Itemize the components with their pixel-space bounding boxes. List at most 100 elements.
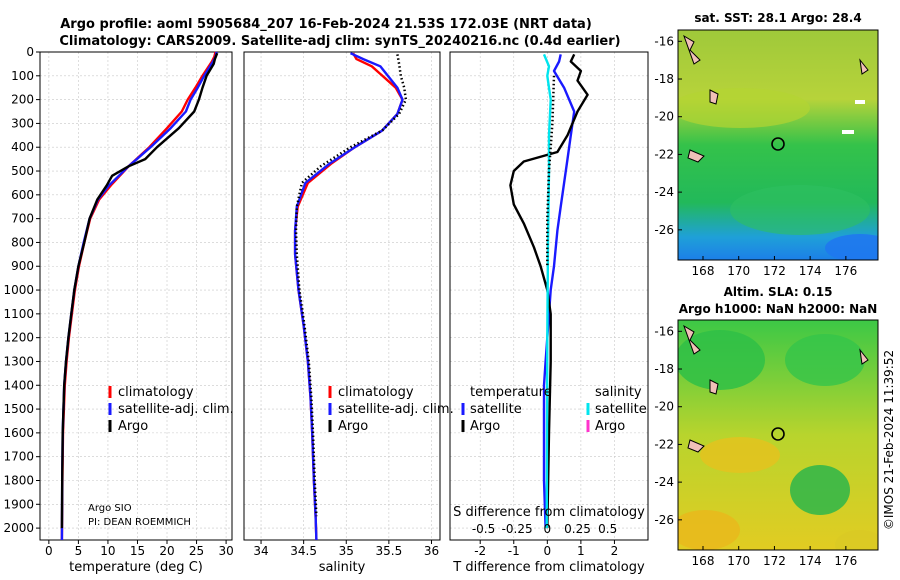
depth-tick-label: 1800 bbox=[3, 473, 34, 487]
series-line-t-sat-adj bbox=[542, 54, 576, 529]
lat-tick-label: -22 bbox=[654, 147, 674, 161]
lon-tick-label: 170 bbox=[727, 264, 750, 278]
x-tick-label: 36 bbox=[424, 544, 439, 558]
legend-label-satellite-adj: satellite-adj. clim. bbox=[338, 402, 454, 417]
sst-map-title: sat. SST: 28.1 Argo: 28.4 bbox=[694, 11, 861, 25]
sst-map-lon-ticks: 168 170 172 174 176 bbox=[692, 256, 857, 278]
lon-tick-label: 172 bbox=[763, 264, 786, 278]
legend-label-s-argo: Argo bbox=[595, 419, 625, 434]
depth-tick-label: 800 bbox=[11, 235, 34, 249]
sst-warm-patch bbox=[678, 88, 810, 128]
x-tick-label: 5 bbox=[75, 544, 83, 558]
lon-tick-label: 168 bbox=[692, 264, 715, 278]
legend-label-climatology: climatology bbox=[118, 385, 194, 400]
argo-pi-note: PI: DEAN ROEMMICH bbox=[88, 517, 191, 528]
temperature-x-ticks: 0 5 10 15 20 25 30 bbox=[45, 540, 234, 558]
lat-tick-label: -16 bbox=[654, 324, 674, 338]
sla-low-patch-3 bbox=[790, 465, 850, 515]
lon-tick-label: 174 bbox=[799, 554, 822, 568]
lon-tick-label: 174 bbox=[799, 264, 822, 278]
depth-tick-label: 1600 bbox=[3, 426, 34, 440]
temperature-xlabel: temperature (deg C) bbox=[69, 560, 203, 575]
lat-tick-label: -22 bbox=[654, 437, 674, 451]
x-tick-label: 0 bbox=[544, 544, 552, 558]
s-difference-tick-label: 0.25 bbox=[564, 522, 591, 536]
sst-land-islands bbox=[683, 34, 869, 163]
salinity-difference-ticks: -0.5 -0.25 0 0.25 0.5 bbox=[472, 522, 617, 536]
temperature-series bbox=[60, 51, 219, 541]
sst-green-patch bbox=[730, 185, 870, 235]
lon-tick-label: 176 bbox=[834, 554, 857, 568]
x-tick-label: 1 bbox=[577, 544, 585, 558]
s-difference-tick-label: -0.5 bbox=[472, 522, 495, 536]
sla-low-patch-2 bbox=[785, 334, 865, 386]
difference-legend: temperature satellite Argo salinity sate… bbox=[461, 385, 647, 434]
x-tick-label: 34 bbox=[253, 544, 268, 558]
sla-map-lon-ticks: 168 170 172 174 176 bbox=[692, 546, 857, 568]
lat-tick-label: -16 bbox=[654, 34, 674, 48]
legend-label-s-satellite: satellite bbox=[595, 402, 647, 417]
x-tick-label: -1 bbox=[508, 544, 520, 558]
temperature-legend: climatology satellite-adj. clim. Argo bbox=[108, 385, 234, 434]
lon-tick-label: 170 bbox=[727, 554, 750, 568]
sst-map-lat-ticks: -16 -18 -20 -22 -24 -26 bbox=[654, 34, 682, 237]
temperature-panel: 0100200300400500600700800900100011001200… bbox=[3, 45, 233, 575]
x-tick-label: 10 bbox=[100, 544, 115, 558]
lat-tick-label: -24 bbox=[654, 185, 674, 199]
salinity-grid bbox=[244, 51, 440, 540]
sst-map-frame bbox=[677, 29, 879, 261]
depth-tick-label: 600 bbox=[11, 188, 34, 202]
depth-tick-label: 1900 bbox=[3, 497, 34, 511]
sla-low-patch-1 bbox=[678, 330, 765, 390]
legend-heading-temperature: temperature bbox=[470, 385, 552, 400]
s-difference-tick-label: 0.5 bbox=[598, 522, 617, 536]
lat-tick-label: -26 bbox=[654, 513, 674, 527]
sst-cold-patch bbox=[825, 234, 878, 260]
legend-label-climatology: climatology bbox=[338, 385, 414, 400]
sla-map-frame bbox=[677, 319, 879, 551]
salinity-x-ticks: 34 34.5 35 35.5 36 bbox=[253, 540, 439, 558]
lon-tick-label: 168 bbox=[692, 554, 715, 568]
lat-tick-label: -26 bbox=[654, 223, 674, 237]
x-tick-label: 35 bbox=[339, 544, 354, 558]
series-line-argo bbox=[294, 54, 408, 517]
sla-argo-position-marker bbox=[771, 427, 785, 441]
depth-tick-label: 0 bbox=[26, 45, 34, 59]
depth-tick-label: 100 bbox=[11, 69, 34, 83]
difference-x-ticks: -2 -1 0 1 2 bbox=[474, 540, 618, 558]
sla-high-patch-1 bbox=[700, 437, 780, 473]
salinity-series bbox=[293, 52, 408, 541]
depth-tick-label: 2000 bbox=[3, 521, 34, 535]
difference-panel: -2 -1 0 1 2 -0.5 -0.25 0 0.25 0.5 S difference f… bbox=[449, 51, 649, 575]
depth-tick-label: 1300 bbox=[3, 354, 34, 368]
series-line-satellite-adj-clim- bbox=[293, 52, 404, 541]
series-line-argo bbox=[60, 52, 219, 529]
salinity-legend: climatology satellite-adj. clim. Argo bbox=[328, 385, 454, 434]
salinity-xlabel: salinity bbox=[319, 560, 366, 575]
x-tick-label: 0 bbox=[45, 544, 53, 558]
t-difference-xlabel: T difference from climatology bbox=[452, 560, 645, 575]
depth-tick-label: 900 bbox=[11, 259, 34, 273]
sla-high-patch-2 bbox=[678, 510, 740, 550]
depth-tick-label: 1700 bbox=[3, 450, 34, 464]
sla-map-lat-ticks: -16 -18 -20 -22 -24 -26 bbox=[654, 324, 682, 527]
series-line-climatology bbox=[60, 51, 217, 541]
lat-tick-label: -20 bbox=[654, 400, 674, 414]
depth-tick-label: 1000 bbox=[3, 283, 34, 297]
depth-tick-label: 1500 bbox=[3, 402, 34, 416]
x-tick-label: 25 bbox=[189, 544, 204, 558]
sla-land-islands bbox=[683, 324, 869, 453]
x-tick-label: 20 bbox=[159, 544, 174, 558]
s-difference-tick-label: 0 bbox=[544, 522, 552, 536]
sst-missing-data-2 bbox=[842, 130, 854, 134]
x-tick-label: 35.5 bbox=[376, 544, 403, 558]
legend-label-argo: Argo bbox=[118, 419, 148, 434]
sst-missing-data-1 bbox=[855, 100, 865, 104]
lat-tick-label: -20 bbox=[654, 110, 674, 124]
difference-axes-frame bbox=[449, 51, 649, 541]
x-tick-label: 34.5 bbox=[290, 544, 317, 558]
sla-map: Altim. SLA: 0.15 Argo h1000: NaN h2000: … bbox=[654, 285, 879, 568]
sla-map-title-line2: Argo h1000: NaN h2000: NaN bbox=[679, 302, 878, 316]
lat-tick-label: -18 bbox=[654, 362, 674, 376]
figure-title-line1: Argo profile: aoml 5905684_207 16-Feb-20… bbox=[60, 17, 592, 32]
